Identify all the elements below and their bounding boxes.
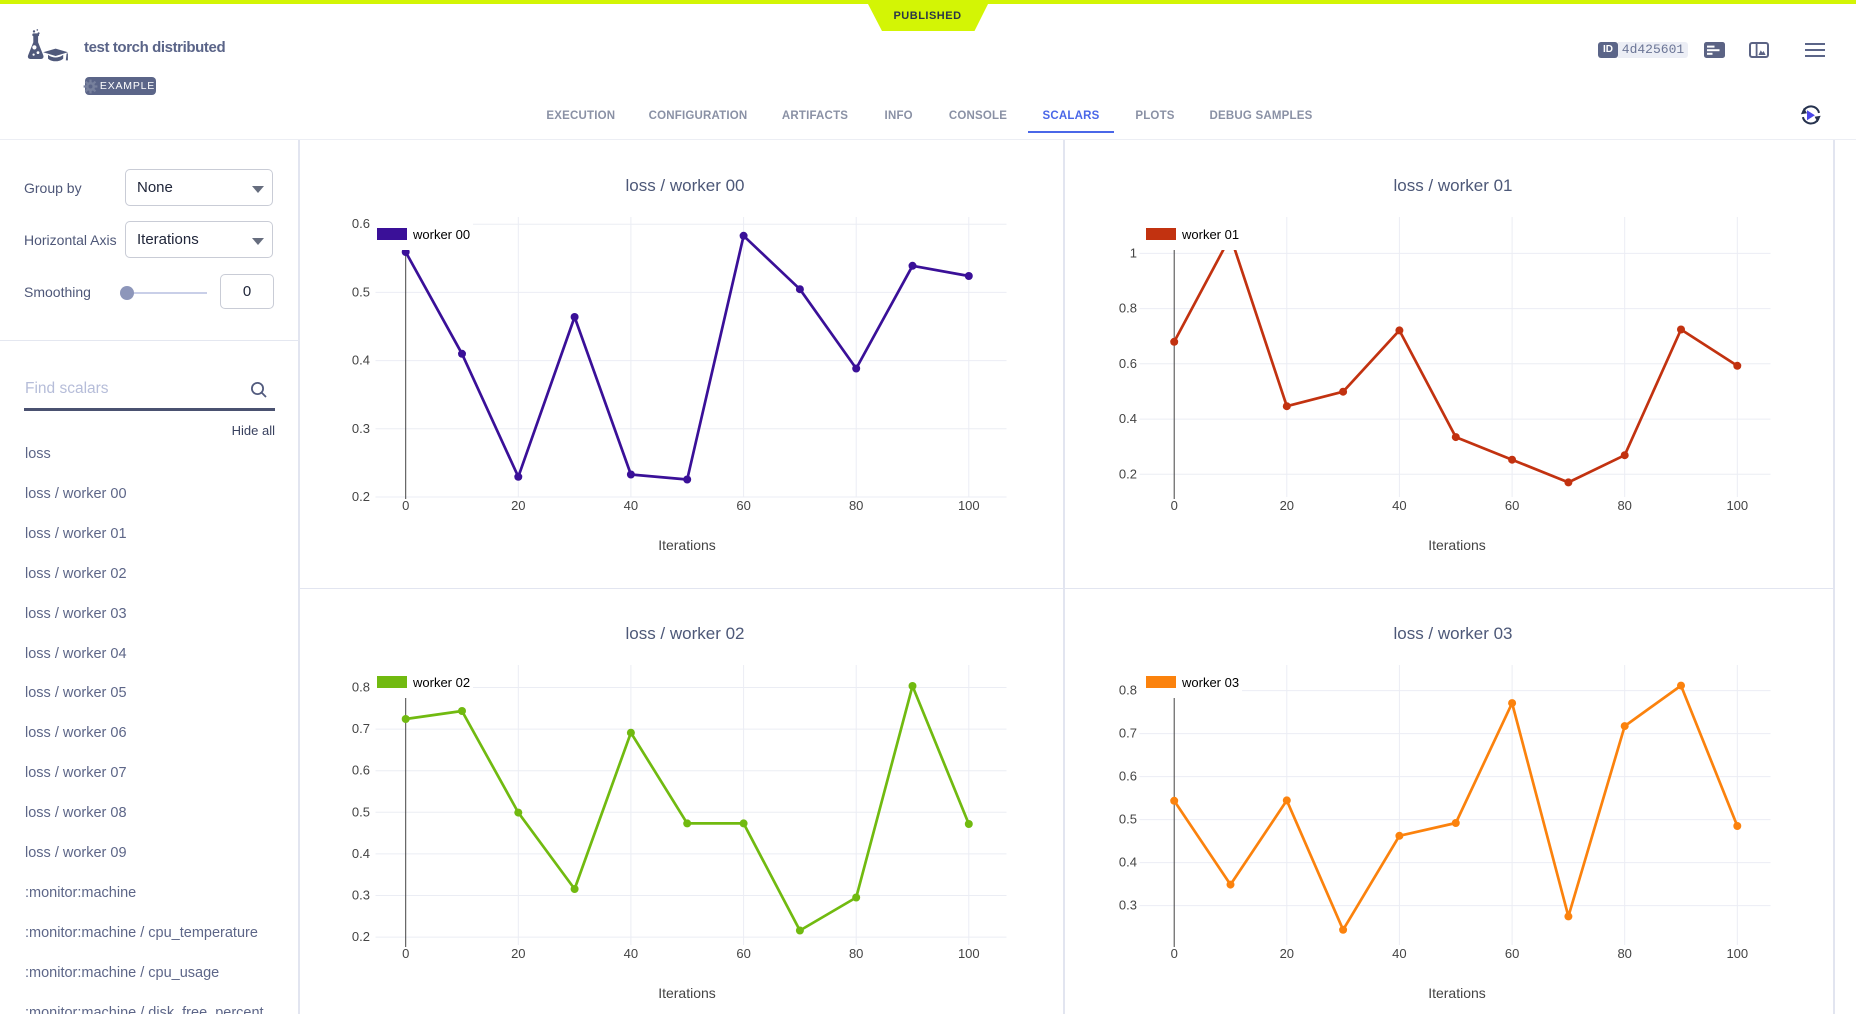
svg-text:Iterations: Iterations xyxy=(658,537,716,553)
svg-text:0.4: 0.4 xyxy=(352,353,370,368)
svg-text:60: 60 xyxy=(736,498,750,513)
svg-text:40: 40 xyxy=(1392,946,1406,961)
svg-text:0.5: 0.5 xyxy=(352,284,370,299)
svg-text:0: 0 xyxy=(1171,498,1178,513)
svg-text:0: 0 xyxy=(1171,946,1178,961)
svg-text:60: 60 xyxy=(736,946,750,961)
svg-text:0: 0 xyxy=(402,946,409,961)
svg-text:0.6: 0.6 xyxy=(352,763,370,778)
svg-text:Iterations: Iterations xyxy=(1428,985,1486,1001)
svg-text:0.4: 0.4 xyxy=(352,846,370,861)
svg-text:0.6: 0.6 xyxy=(1119,769,1137,784)
svg-text:Iterations: Iterations xyxy=(1428,537,1486,553)
svg-text:1: 1 xyxy=(1130,245,1137,260)
svg-text:worker 03: worker 03 xyxy=(1181,675,1239,690)
svg-text:80: 80 xyxy=(849,946,863,961)
svg-text:100: 100 xyxy=(958,946,980,961)
svg-text:40: 40 xyxy=(624,946,638,961)
svg-text:Iterations: Iterations xyxy=(658,985,716,1001)
svg-text:20: 20 xyxy=(1280,946,1294,961)
svg-text:60: 60 xyxy=(1505,498,1519,513)
svg-text:0.8: 0.8 xyxy=(352,680,370,695)
svg-text:80: 80 xyxy=(849,498,863,513)
svg-text:100: 100 xyxy=(1726,946,1748,961)
svg-text:loss / worker 03: loss / worker 03 xyxy=(1393,624,1512,643)
svg-text:20: 20 xyxy=(511,498,525,513)
svg-text:0.4: 0.4 xyxy=(1119,855,1137,870)
svg-text:0.6: 0.6 xyxy=(352,216,370,231)
svg-text:0.6: 0.6 xyxy=(1119,356,1137,371)
svg-text:loss / worker 00: loss / worker 00 xyxy=(625,176,744,195)
svg-text:100: 100 xyxy=(958,498,980,513)
svg-text:0.7: 0.7 xyxy=(352,721,370,736)
svg-text:20: 20 xyxy=(511,946,525,961)
svg-text:worker 00: worker 00 xyxy=(412,227,470,242)
svg-text:loss / worker 02: loss / worker 02 xyxy=(625,624,744,643)
svg-text:0.2: 0.2 xyxy=(352,929,370,944)
svg-text:0.3: 0.3 xyxy=(1119,898,1137,913)
svg-text:80: 80 xyxy=(1617,498,1631,513)
svg-text:40: 40 xyxy=(624,498,638,513)
svg-text:80: 80 xyxy=(1617,946,1631,961)
svg-text:0.5: 0.5 xyxy=(1119,812,1137,827)
svg-text:loss / worker 01: loss / worker 01 xyxy=(1393,176,1512,195)
svg-text:40: 40 xyxy=(1392,498,1406,513)
svg-text:0.8: 0.8 xyxy=(1119,683,1137,698)
svg-text:0.3: 0.3 xyxy=(352,421,370,436)
svg-text:0.2: 0.2 xyxy=(352,489,370,504)
svg-text:20: 20 xyxy=(1280,498,1294,513)
svg-text:worker 01: worker 01 xyxy=(1181,227,1239,242)
svg-text:60: 60 xyxy=(1505,946,1519,961)
svg-text:0: 0 xyxy=(402,498,409,513)
svg-text:0.8: 0.8 xyxy=(1119,301,1137,316)
svg-text:worker 02: worker 02 xyxy=(412,675,470,690)
svg-text:0.7: 0.7 xyxy=(1119,726,1137,741)
svg-text:100: 100 xyxy=(1726,498,1748,513)
svg-text:0.5: 0.5 xyxy=(352,804,370,819)
svg-text:0.2: 0.2 xyxy=(1119,466,1137,481)
svg-text:0.3: 0.3 xyxy=(352,888,370,903)
svg-text:0.4: 0.4 xyxy=(1119,411,1137,426)
